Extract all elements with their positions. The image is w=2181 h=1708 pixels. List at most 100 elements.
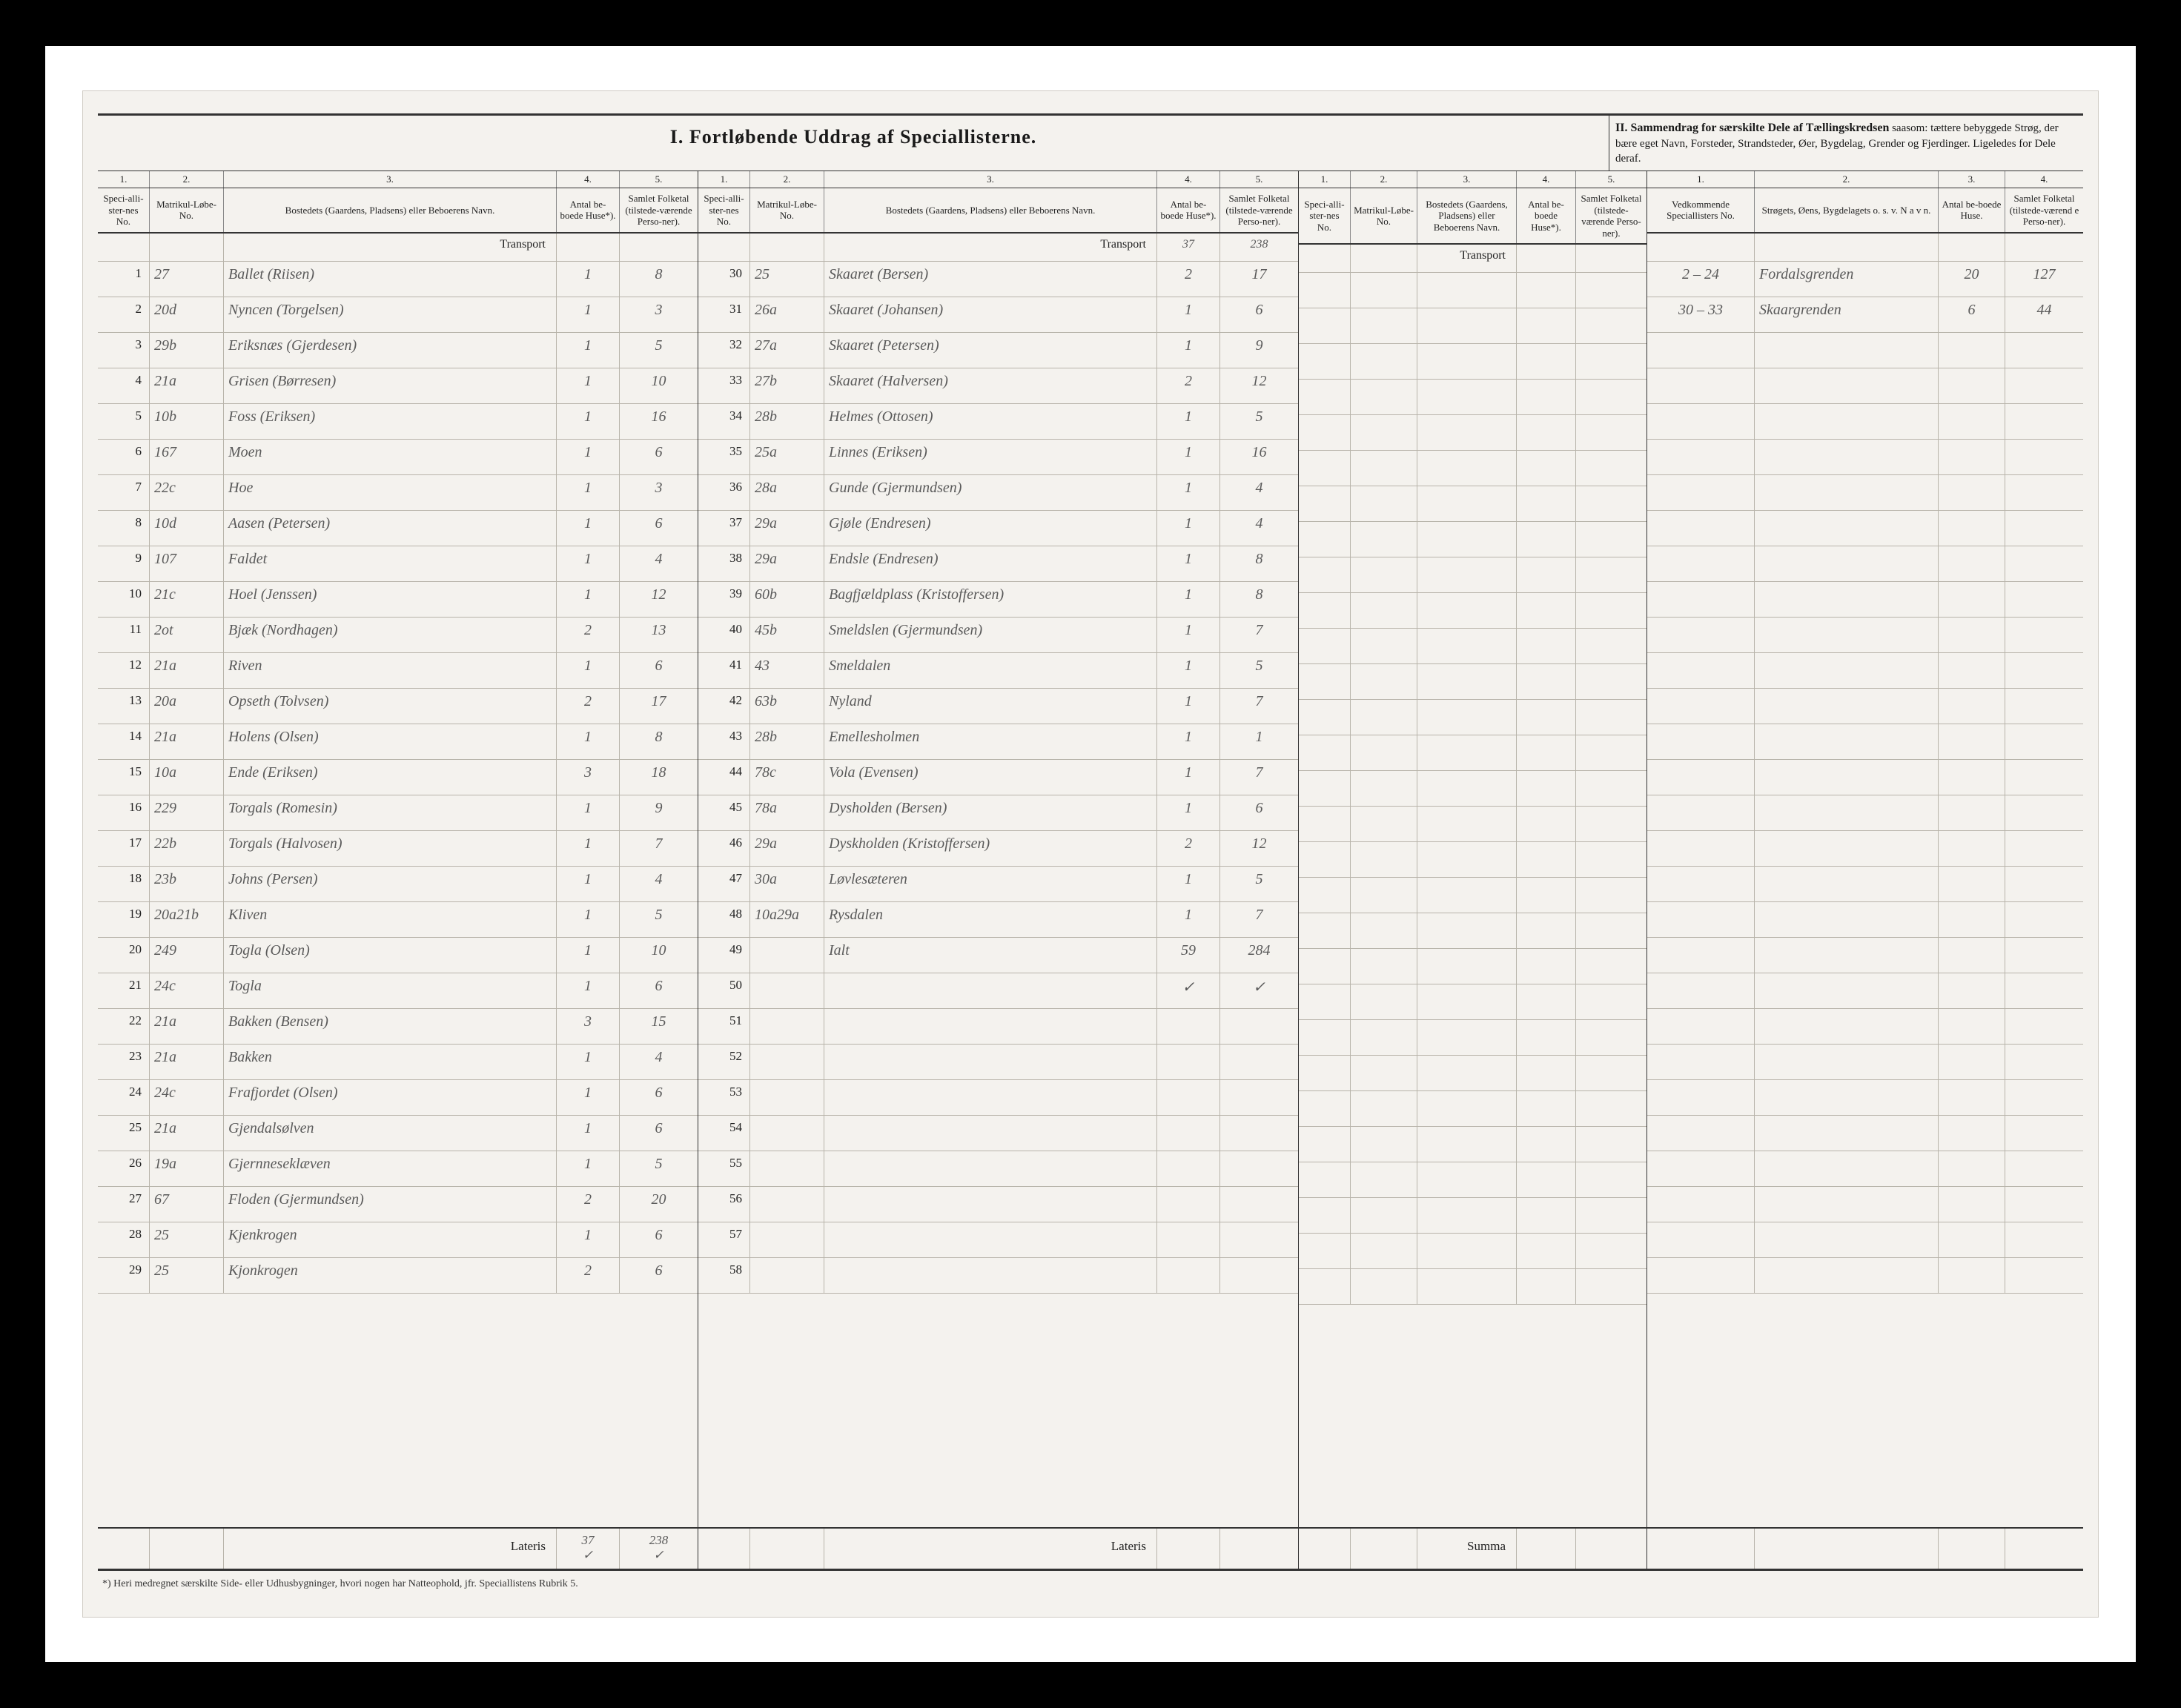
row-mat: 29a: [750, 511, 824, 546]
row-sam: 13: [620, 618, 698, 652]
row-ant: 2: [557, 618, 620, 652]
row-ant: [1157, 1258, 1220, 1293]
panel-b-rows: 3025Skaaret (Bersen)2173126aSkaaret (Joh…: [698, 262, 1298, 1527]
row-no: 27: [98, 1187, 150, 1222]
row-ant: 6: [1939, 297, 2005, 332]
row-sam: [1220, 1187, 1298, 1222]
row-no: 24: [98, 1080, 150, 1115]
row-sam: 5: [1220, 653, 1298, 688]
row-no: 25: [98, 1116, 150, 1151]
table-row: [1299, 273, 1646, 308]
table-row: 3428bHelmes (Ottosen)15: [698, 404, 1298, 440]
row-no: 51: [698, 1009, 750, 1044]
panel-b-transport: Transport 37 238: [698, 234, 1298, 262]
row-mat: [750, 1045, 824, 1079]
table-row: [1647, 368, 2083, 404]
table-row: [1647, 867, 2083, 902]
row-ant: [1157, 1009, 1220, 1044]
row-ant: [1157, 1222, 1220, 1257]
row-bost: Togla: [224, 973, 557, 1008]
row-no: 1: [98, 262, 150, 297]
panel-a-col-numbers: 1. 2. 3. 4. 5.: [98, 171, 698, 188]
row-mat: [750, 1080, 824, 1115]
row-bost: Johns (Persen): [224, 867, 557, 901]
panel-d-col-headers: Vedkommende Speciallisters No. Strøgets,…: [1647, 188, 2083, 234]
table-row: [1299, 807, 1646, 842]
row-no: 16: [98, 795, 150, 830]
row-bost: Frafjordet (Olsen): [224, 1080, 557, 1115]
row-mat: 23b: [150, 867, 224, 901]
row-sam: [1220, 1151, 1298, 1186]
table-row: 3025Skaaret (Bersen)217: [698, 262, 1298, 297]
row-sam: 7: [1220, 902, 1298, 937]
row-mat: 19a: [150, 1151, 224, 1186]
table-row: [1647, 973, 2083, 1009]
table-row: [1299, 629, 1646, 664]
table-row: [1647, 831, 2083, 867]
table-row: [1647, 1009, 2083, 1045]
row-sam: 1: [1220, 724, 1298, 759]
row-sam: 5: [1220, 404, 1298, 439]
panel-d-lateris: [1647, 1527, 2083, 1569]
row-mat: 20a: [150, 689, 224, 724]
row-bost: Ende (Eriksen): [224, 760, 557, 795]
row-bost: Holens (Olsen): [224, 724, 557, 759]
row-bost: Riven: [224, 653, 557, 688]
table-row: 127Ballet (Riisen)18: [98, 262, 698, 297]
row-no: 30: [698, 262, 750, 297]
row-bost: Hoe: [224, 475, 557, 510]
row-ant: 3: [557, 1009, 620, 1044]
row-bost: Endsle (Endresen): [824, 546, 1157, 581]
title-area: I. Fortløbende Uddrag af Speciallisterne…: [98, 116, 1609, 159]
panel-c-transport: Transport: [1299, 245, 1646, 273]
row-bost: Kjonkrogen: [224, 1258, 557, 1293]
page-frame: I. Fortløbende Uddrag af Speciallisterne…: [45, 46, 2136, 1662]
table-row: 1823bJohns (Persen)14: [98, 867, 698, 902]
row-mat: 28a: [750, 475, 824, 510]
row-bost: Smeldslen (Gjermundsen): [824, 618, 1157, 652]
row-str: Skaargrenden: [1755, 297, 1939, 332]
row-ant: 1: [1157, 404, 1220, 439]
row-mat: 27a: [750, 333, 824, 368]
table-row: 1021cHoel (Jenssen)112: [98, 582, 698, 618]
table-row: 220dNyncen (Torgelsen)13: [98, 297, 698, 333]
table-row: [1647, 689, 2083, 724]
table-row: 54: [698, 1116, 1298, 1151]
row-mat: 29a: [750, 831, 824, 866]
row-mat: 60b: [750, 582, 824, 617]
row-mat: 22b: [150, 831, 224, 866]
row-mat: 20a21b: [150, 902, 224, 937]
row-bost: Aasen (Petersen): [224, 511, 557, 546]
table-row: [1299, 344, 1646, 380]
table-row: 722cHoe13: [98, 475, 698, 511]
row-no: 15: [98, 760, 150, 795]
row-no: 54: [698, 1116, 750, 1151]
table-row: 2221aBakken (Bensen)315: [98, 1009, 698, 1045]
row-ant: 2: [1157, 368, 1220, 403]
row-ant: 1: [1157, 760, 1220, 795]
table-row: 3327bSkaaret (Halversen)212: [698, 368, 1298, 404]
row-sam: 8: [1220, 546, 1298, 581]
row-mat: 78c: [750, 760, 824, 795]
row-no: 5: [98, 404, 150, 439]
panel-a: 1. 2. 3. 4. 5. Speci-alli-ster-nes No. M…: [98, 171, 698, 1569]
table-row: [1647, 1222, 2083, 1258]
row-mat: [750, 1116, 824, 1151]
table-row: 57: [698, 1222, 1298, 1258]
row-mat: 25: [150, 1258, 224, 1293]
row-ant: 2: [1157, 831, 1220, 866]
row-ant: 1: [557, 902, 620, 937]
table-row: 3126aSkaaret (Johansen)16: [698, 297, 1298, 333]
row-bost: Løvlesæteren: [824, 867, 1157, 901]
row-ant: 1: [1157, 618, 1220, 652]
table-row: 6167Moen16: [98, 440, 698, 475]
row-no: 2: [98, 297, 150, 332]
header-sam: Samlet Folketal (tilstede-værende Perso-…: [620, 188, 698, 232]
row-ant: 1: [557, 297, 620, 332]
row-str: Fordalsgrenden: [1755, 262, 1939, 297]
row-bost: Skaaret (Halversen): [824, 368, 1157, 403]
table-row: [1647, 404, 2083, 440]
row-bost: Skaaret (Bersen): [824, 262, 1157, 297]
row-ant: 2: [1157, 262, 1220, 297]
row-no: 26: [98, 1151, 150, 1186]
